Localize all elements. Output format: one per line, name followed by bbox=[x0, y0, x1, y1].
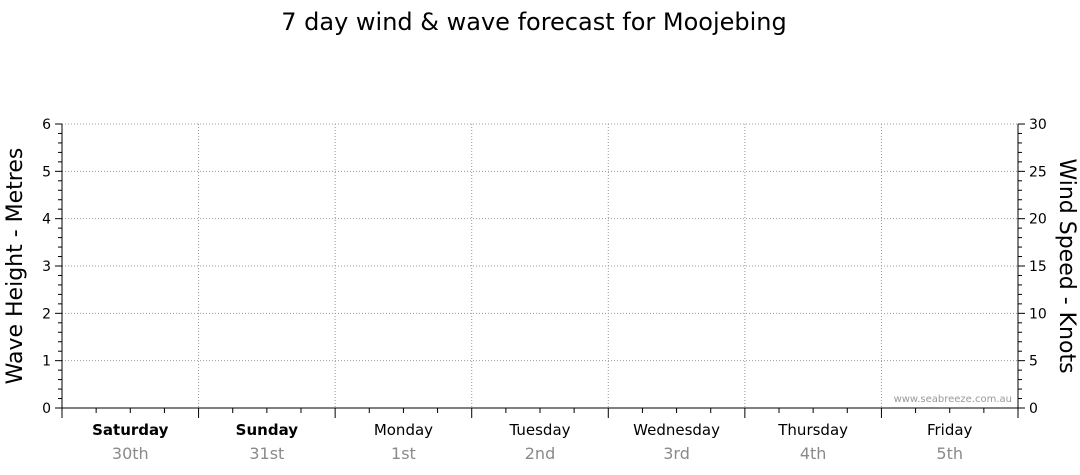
day-label: Saturday bbox=[92, 421, 169, 439]
right-tick-label: 25 bbox=[1029, 164, 1047, 180]
date-label: 5th bbox=[936, 444, 963, 463]
grid bbox=[62, 123, 1018, 408]
right-tick-label: 30 bbox=[1029, 117, 1047, 133]
left-tick-label: 5 bbox=[42, 164, 51, 180]
chart-title: 7 day wind & wave forecast for Moojebing bbox=[281, 8, 787, 36]
date-label: 30th bbox=[112, 444, 149, 463]
left-tick-label: 6 bbox=[42, 117, 51, 133]
date-label: 1st bbox=[391, 444, 416, 463]
right-tick-label: 15 bbox=[1029, 259, 1047, 275]
date-label: 2nd bbox=[525, 444, 555, 463]
watermark: www.seabreeze.com.au bbox=[894, 394, 1012, 405]
axis-labels: 0 1 2 3 4 5 6 0 5 10 15 20 25 30 Saturday 30th Sunday 31s… bbox=[42, 117, 1047, 463]
date-label: 31st bbox=[249, 444, 284, 463]
right-tick-label: 0 bbox=[1029, 401, 1038, 417]
left-tick-label: 1 bbox=[42, 354, 51, 370]
right-axis-title: Wind Speed - Knots bbox=[1054, 158, 1079, 373]
day-label: Tuesday bbox=[508, 421, 570, 439]
day-label: Sunday bbox=[236, 421, 299, 439]
left-tick-label: 3 bbox=[42, 259, 51, 275]
right-tick-label: 5 bbox=[1029, 354, 1038, 370]
left-tick-label: 2 bbox=[42, 306, 51, 322]
left-tick-label: 0 bbox=[42, 401, 51, 417]
day-label: Monday bbox=[374, 421, 433, 439]
left-tick-label: 4 bbox=[42, 212, 51, 228]
date-label: 3rd bbox=[663, 444, 690, 463]
left-axis-title: Wave Height - Metres bbox=[3, 148, 28, 385]
axes bbox=[55, 123, 1025, 418]
day-label: Wednesday bbox=[633, 421, 720, 439]
day-label: Thursday bbox=[777, 421, 848, 439]
day-label: Friday bbox=[927, 421, 973, 439]
right-tick-label: 20 bbox=[1029, 212, 1047, 228]
date-label: 4th bbox=[800, 444, 827, 463]
right-tick-label: 10 bbox=[1029, 306, 1047, 322]
